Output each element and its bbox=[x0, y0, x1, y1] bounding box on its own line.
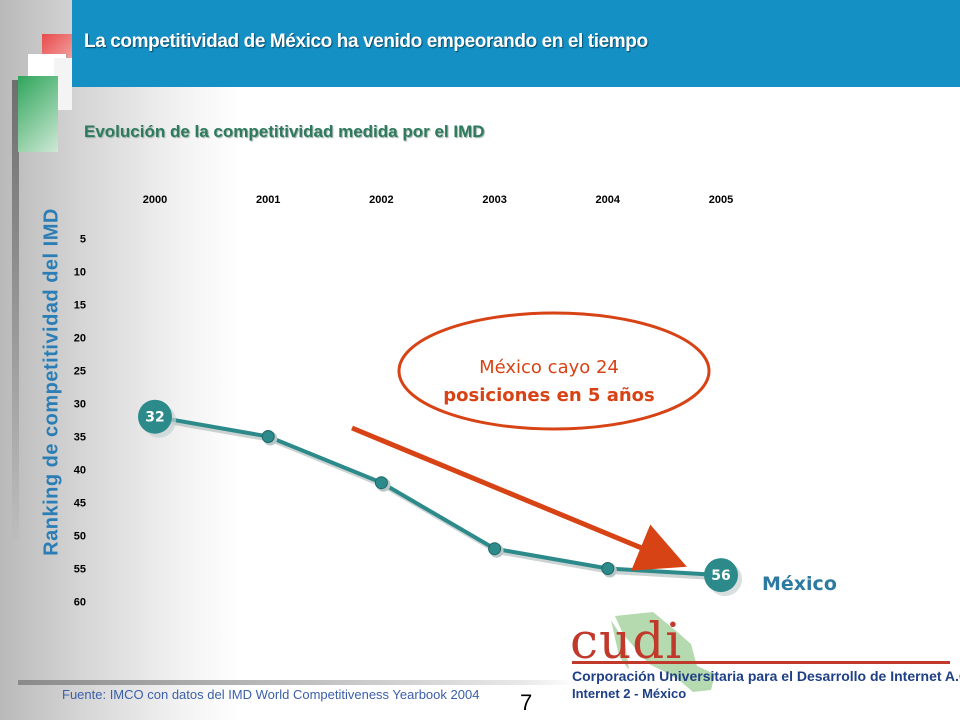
data-label: 32 bbox=[145, 410, 164, 426]
x-tick-label: 2002 bbox=[369, 194, 393, 206]
y-tick-label: 10 bbox=[74, 267, 86, 279]
header-bar bbox=[72, 0, 960, 87]
decline-arrow bbox=[351, 425, 687, 571]
y-tick-label: 40 bbox=[74, 465, 86, 477]
annotation-line-2: posiciones en 5 años bbox=[443, 385, 654, 406]
x-tick-label: 2000 bbox=[143, 194, 167, 206]
x-tick-label: 2005 bbox=[709, 194, 733, 206]
bottom-divider bbox=[18, 680, 578, 685]
data-point bbox=[488, 542, 502, 556]
data-label-badge bbox=[138, 399, 172, 434]
logo-line1: Corporación Universitaria para el Desarr… bbox=[572, 668, 960, 684]
source-note: Fuente: IMCO con datos del IMD World Com… bbox=[62, 687, 480, 702]
data-point bbox=[261, 430, 275, 443]
mexico-map-icon bbox=[611, 612, 715, 692]
y-tick-label: 55 bbox=[74, 564, 86, 576]
page-number: 7 bbox=[520, 690, 533, 715]
logo-cudi-word: cudi bbox=[570, 612, 683, 670]
series-line-shadow bbox=[157, 417, 725, 581]
series-label-mexico: México bbox=[762, 573, 837, 595]
x-tick-label: 2004 bbox=[596, 194, 621, 206]
logo-line2: Internet 2 - México bbox=[572, 686, 687, 701]
data-point bbox=[601, 562, 615, 575]
y-tick-label: 45 bbox=[74, 498, 86, 510]
x-tick-label: 2001 bbox=[256, 194, 280, 206]
decor-square-white-2 bbox=[54, 58, 72, 110]
y-tick-label: 50 bbox=[74, 531, 86, 543]
annotation-ellipse bbox=[397, 311, 711, 431]
y-tick-label: 60 bbox=[74, 597, 86, 609]
annotation-line-1: México cayo 24 bbox=[479, 357, 619, 378]
data-point bbox=[374, 476, 388, 490]
left-vertical-bar bbox=[12, 80, 19, 540]
data-label: 56 bbox=[711, 568, 730, 584]
data-label-badge bbox=[704, 558, 738, 593]
x-tick-label: 2003 bbox=[482, 194, 506, 206]
y-tick-label: 5 bbox=[80, 234, 86, 246]
y-tick-label: 25 bbox=[74, 366, 86, 378]
chart-subtitle: Evolución de la competitividad medida po… bbox=[84, 122, 485, 141]
series-line-mexico bbox=[154, 414, 722, 578]
y-tick-label: 20 bbox=[74, 333, 86, 345]
page-title: La competitividad de México ha venido em… bbox=[84, 31, 648, 52]
y-tick-label: 15 bbox=[74, 300, 86, 312]
logo-underline bbox=[572, 661, 950, 664]
decor-square-green bbox=[18, 76, 58, 152]
y-tick-label: 35 bbox=[74, 432, 86, 444]
y-tick-label: 30 bbox=[74, 399, 86, 411]
